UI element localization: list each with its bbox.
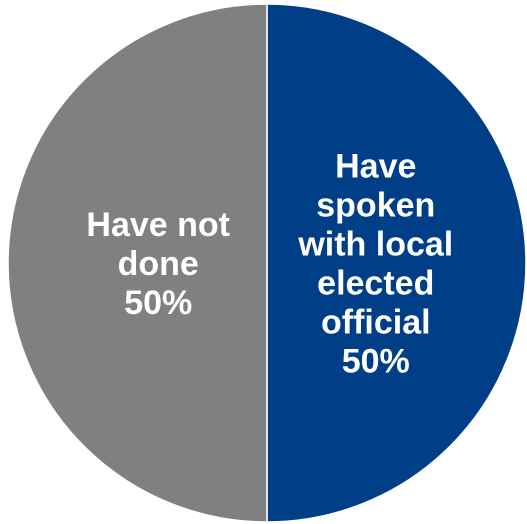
slice-category-line: with local <box>297 226 453 264</box>
slice-category-line: spoken <box>316 187 435 225</box>
slice-category-line: elected <box>317 265 434 303</box>
slice-value-label: 50% <box>124 284 192 322</box>
slice-category-line: Have <box>335 148 416 186</box>
pie-slices <box>7 3 527 523</box>
slice-category-line: done <box>118 245 199 283</box>
slice-labels: Have spoken with local elected official 50%Ha… <box>86 148 453 381</box>
slice-label-0: Have spoken with local elected official 50% <box>297 148 453 381</box>
slice-label-1: Have not done 50% <box>86 206 230 322</box>
slice-category-line: official <box>321 304 431 342</box>
pie-slice-1 <box>7 3 268 523</box>
pie-slice-0 <box>266 3 527 523</box>
slice-category-line: Have not <box>86 206 230 244</box>
slice-value-label: 50% <box>342 343 410 381</box>
